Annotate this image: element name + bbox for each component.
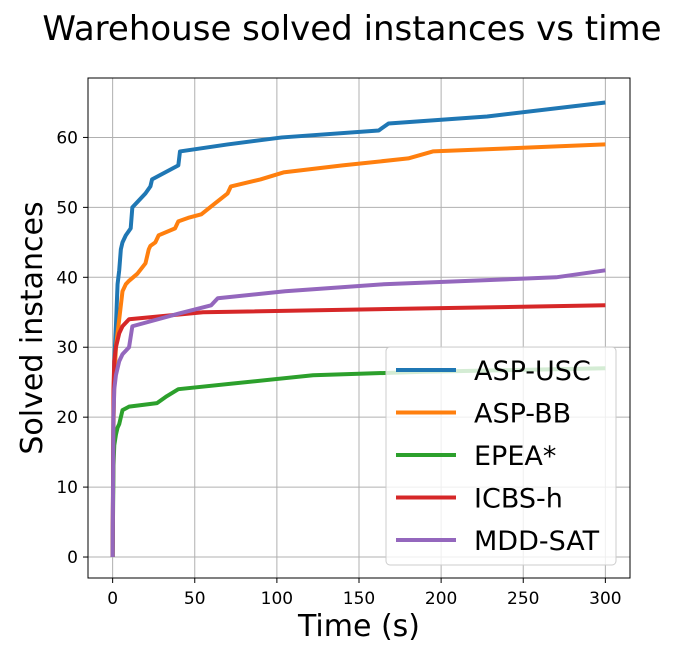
x-tick-label: 200 (425, 589, 457, 609)
x-tick-label: 150 (343, 589, 375, 609)
series-lines (110, 100, 606, 558)
y-tick-label: 0 (67, 548, 78, 568)
y-tick-label: 40 (56, 268, 78, 288)
y-tick-label: 60 (56, 128, 78, 148)
y-tick-label: 50 (56, 198, 78, 218)
legend-label-asp-usc: ASP-USC (474, 356, 591, 387)
legend-label-icbs-h: ICBS-h (474, 484, 563, 515)
x-tick-label: 300 (589, 589, 621, 609)
legend-label-epea: EPEA* (474, 441, 556, 472)
legend-label-asp-bb: ASP-BB (474, 399, 571, 430)
series-line-asp-usc (110, 100, 606, 558)
series-line-icbs-h (110, 303, 606, 558)
series-line-mdd-sat (110, 268, 606, 558)
y-axis-label: Solved instances (15, 201, 50, 454)
axis-ticks: 0 50 100 150 200 250 300 0 10 20 30 40 50 60 (56, 128, 621, 609)
x-tick-label: 50 (184, 589, 206, 609)
y-tick-label: 30 (56, 338, 78, 358)
legend-label-mdd-sat: MDD-SAT (474, 526, 600, 557)
y-tick-label: 20 (56, 408, 78, 428)
y-tick-label: 10 (56, 478, 78, 498)
x-tick-label: 0 (107, 589, 118, 609)
legend-box (385, 346, 617, 566)
chart-title: Warehouse solved instances vs time (42, 9, 661, 49)
legend: ASP-USC ASP-BB EPEA* ICBS-h MDD-SAT (385, 346, 617, 566)
x-axis-label: Time (s) (297, 609, 420, 644)
x-tick-label: 250 (507, 589, 539, 609)
x-tick-label: 100 (261, 589, 293, 609)
series-line-asp-bb (110, 142, 606, 558)
